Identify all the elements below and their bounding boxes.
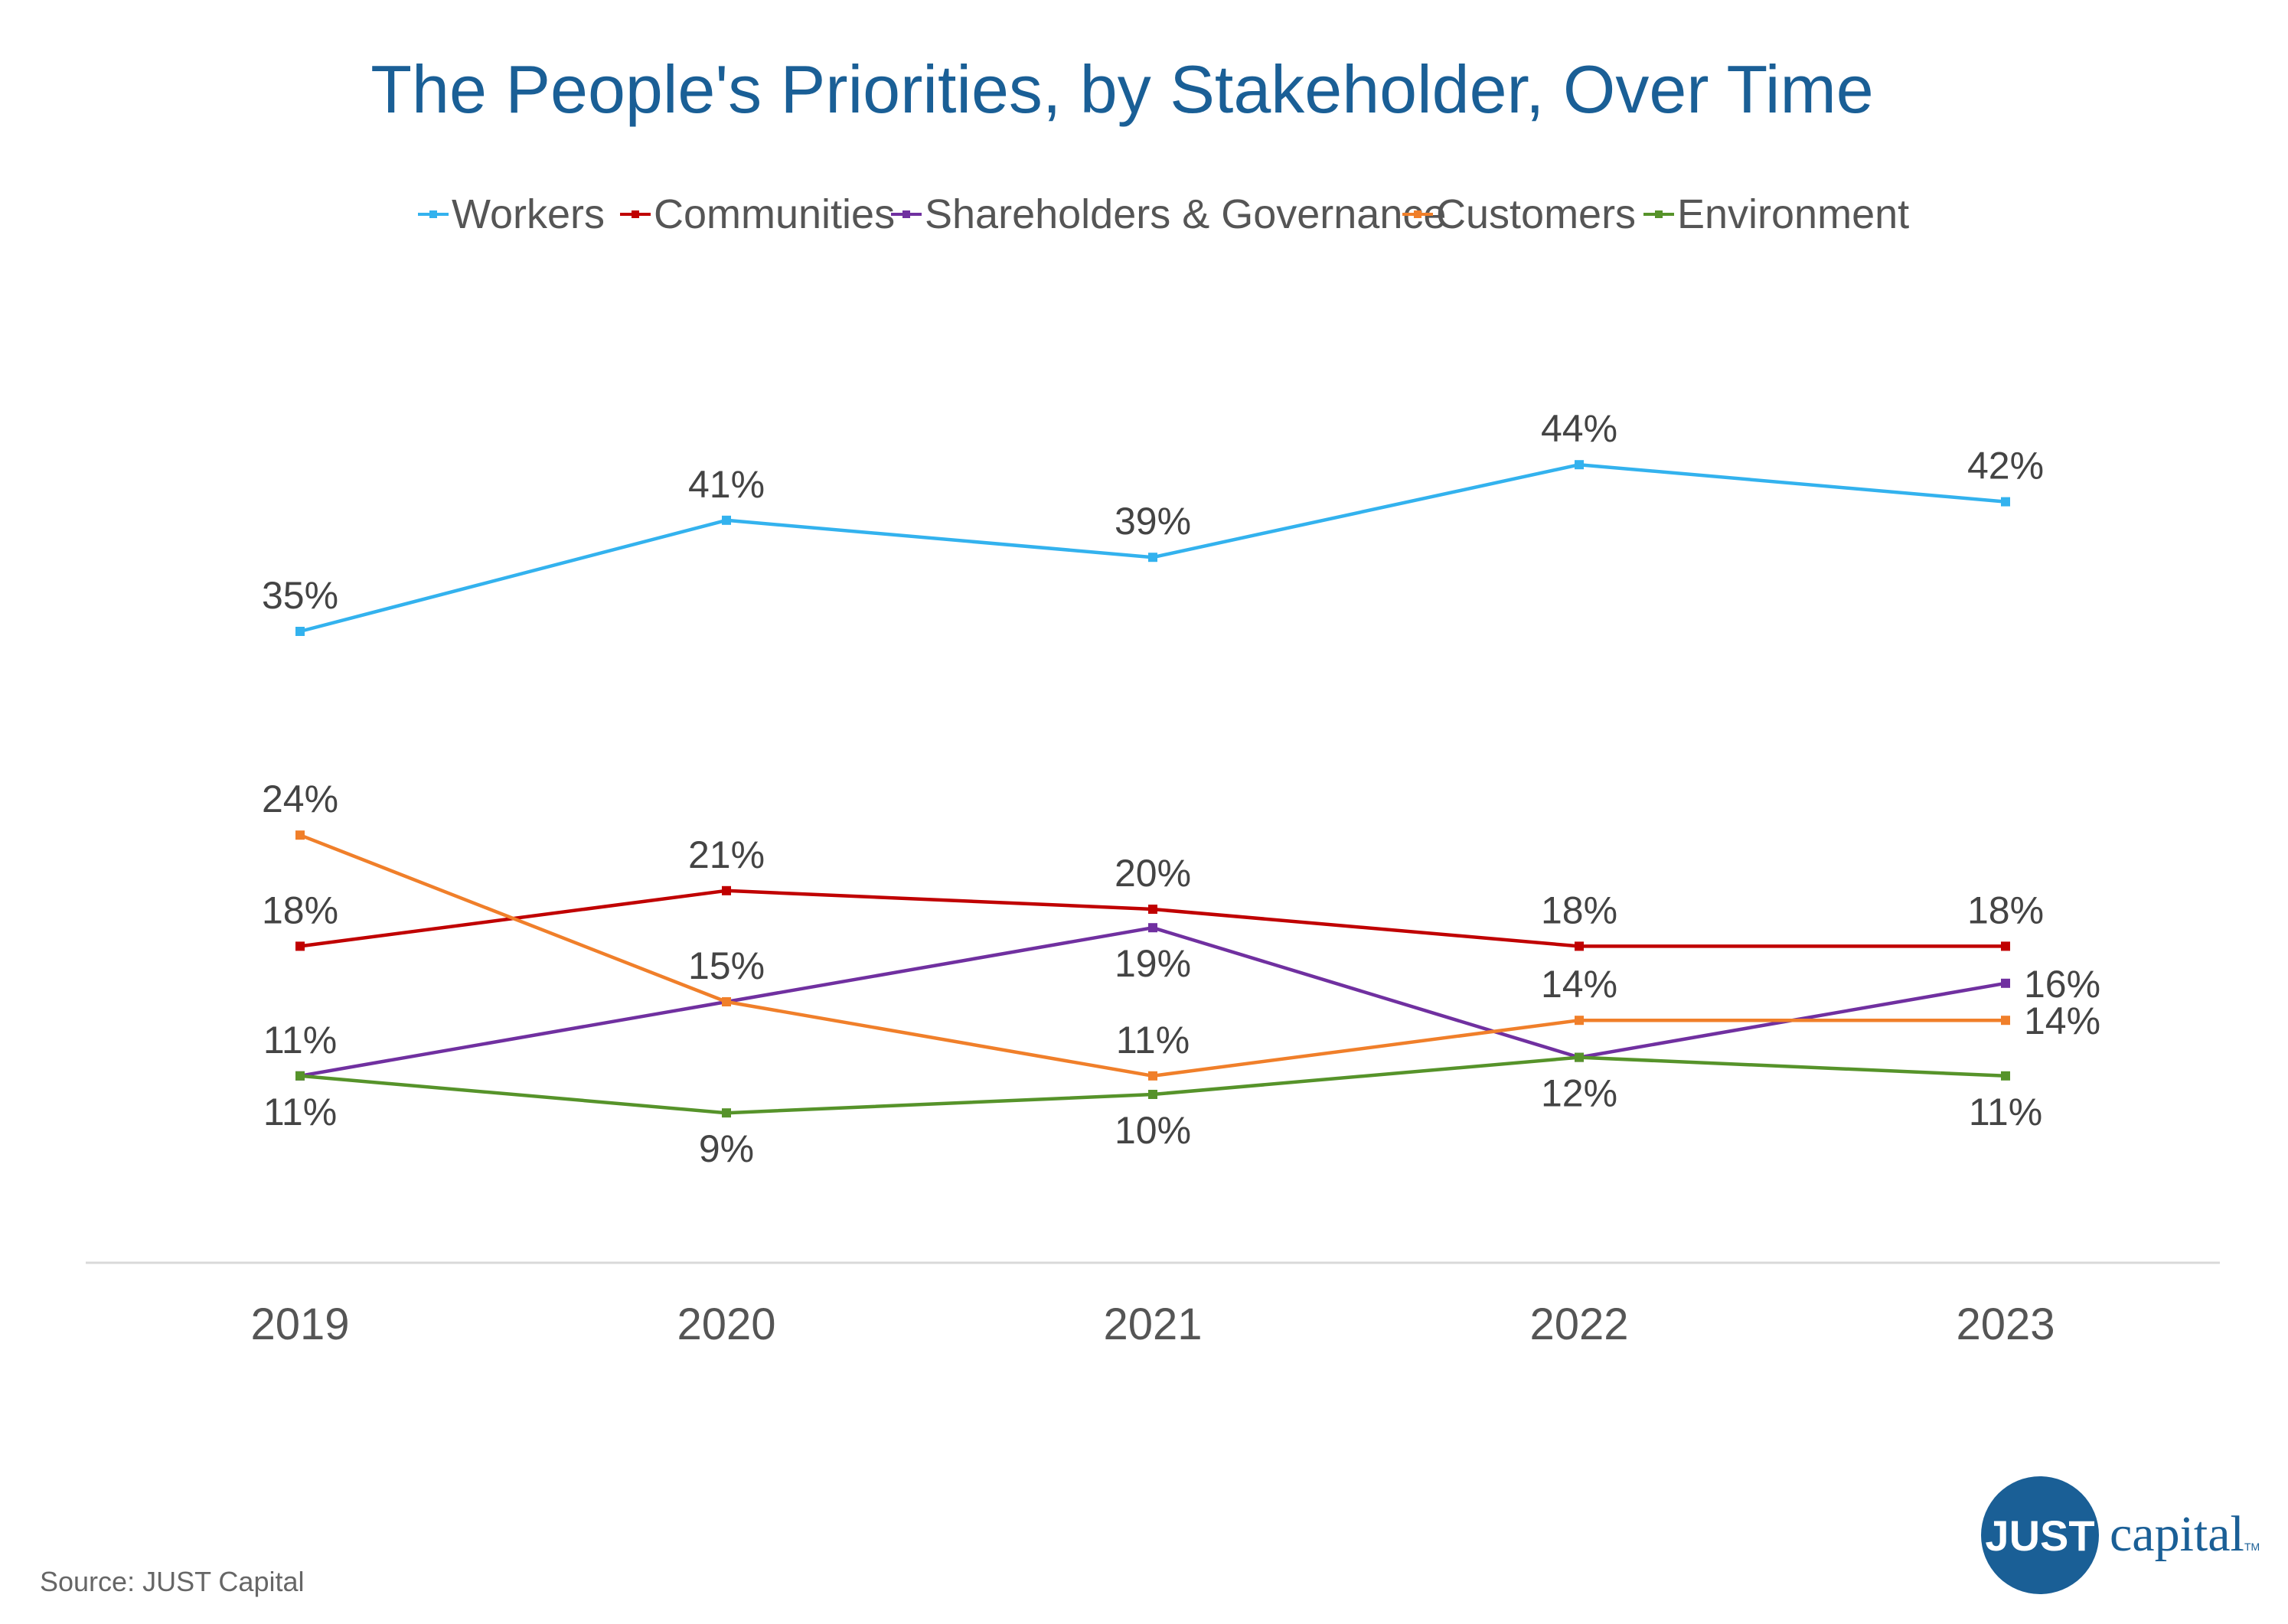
x-axis-ticks: 2019 2020 2021 2022 2023 [250,1300,2055,1349]
data-point-environment-2022 [1575,1052,1584,1062]
logo-wordmark: capital [2110,1506,2244,1562]
data-label-customers-2023: 14% [2024,1000,2100,1042]
data-label-workers-2019: 35% [262,574,338,617]
data-label-communities-2023: 18% [1967,889,2044,931]
legend-marker-shareholders-and-governance [902,210,910,218]
data-point-environment-2020 [722,1108,731,1118]
x-tick-label-2019: 2019 [250,1300,349,1349]
data-label-customers-2022: 14% [1541,963,1617,1006]
data-label-environment-2019: 11% [263,1091,337,1133]
series-line-communities [299,889,2006,948]
x-tick-label-2023: 2023 [1956,1300,2055,1349]
data-label-workers-2022: 44% [1541,407,1617,450]
legend-label-customers: Customers [1436,191,1636,237]
x-tick-label-2021: 2021 [1103,1300,1202,1349]
legend-label-workers: Workers [452,191,605,237]
data-point-communities-2019 [295,941,305,951]
data-point-shareholders-and-governance-2023 [2001,978,2010,988]
x-tick-label-2022: 2022 [1529,1300,1628,1349]
data-point-workers-2021 [1148,553,1157,563]
data-point-customers-2023 [2001,1016,2010,1026]
legend-label-shareholders-and-governance: Shareholders & Governance [925,191,1446,237]
data-label-workers-2021: 39% [1115,500,1191,543]
logo-badge [1981,1476,2099,1594]
data-label-shareholders-and-governance-2023: 16% [2024,963,2100,1006]
logo-trademark: TM [2244,1541,2260,1553]
data-label-shareholders-and-governance-2022: 12% [1541,1072,1617,1115]
data-label-environment-2023: 11% [1969,1091,2042,1133]
data-label-shareholders-and-governance-2020: 15% [688,944,765,987]
chart-title: The People's Priorities, by Stakeholder,… [370,51,1873,127]
data-label-communities-2022: 18% [1541,889,1617,931]
data-point-environment-2023 [2001,1071,2010,1081]
data-label-customers-2019: 24% [262,778,338,820]
data-point-environment-2019 [295,1071,305,1081]
data-point-communities-2020 [722,885,731,895]
data-point-communities-2021 [1148,905,1157,914]
data-point-workers-2023 [2001,497,2010,507]
data-label-environment-2020: 9% [699,1127,754,1170]
data-point-communities-2022 [1575,941,1584,951]
x-tick-label-2020: 2020 [677,1300,775,1349]
series-line-workers [299,462,2006,634]
legend-marker-environment [1655,210,1663,218]
data-point-workers-2020 [722,515,731,525]
data-point-workers-2019 [295,627,305,636]
data-label-shareholders-and-governance-2019: 11% [263,1019,337,1061]
data-label-environment-2021: 10% [1115,1109,1191,1152]
logo-badge-text: JUST [1985,1511,2094,1560]
legend-marker-customers [1414,210,1421,218]
data-label-workers-2020: 41% [688,463,765,506]
data-point-customers-2019 [295,830,305,840]
legend-label-environment: Environment [1677,191,1909,237]
data-label-communities-2020: 21% [688,833,765,876]
data-point-customers-2021 [1148,1071,1157,1081]
data-point-workers-2022 [1575,460,1584,470]
legend-marker-communities [632,210,639,218]
series-lines [295,460,2010,1118]
data-label-communities-2019: 18% [262,889,338,931]
data-label-workers-2023: 42% [1967,445,2044,488]
data-point-customers-2022 [1575,1016,1584,1026]
chart-legend: Workers Communities Shareholders & Governa… [418,191,1909,237]
just-capital-logo: JUST capital TM [1981,1476,2260,1594]
series-line-environment [299,1055,2006,1115]
data-point-customers-2020 [722,997,731,1006]
data-point-shareholders-and-governance-2021 [1148,923,1157,933]
data-point-communities-2023 [2001,941,2010,951]
data-label-communities-2021: 20% [1115,852,1191,895]
source-note: Source: JUST Capital [40,1566,304,1597]
legend-label-communities: Communities [654,191,895,237]
legend-marker-workers [429,210,437,218]
data-labels: 35% 41% 39% 44% 42% 18% 21% 20% 18% 18% 11% 15% 19% 1… [262,407,2100,1170]
data-label-shareholders-and-governance-2021: 19% [1115,942,1191,985]
data-point-environment-2021 [1148,1090,1157,1099]
data-label-customers-2021: 11% [1116,1019,1190,1061]
